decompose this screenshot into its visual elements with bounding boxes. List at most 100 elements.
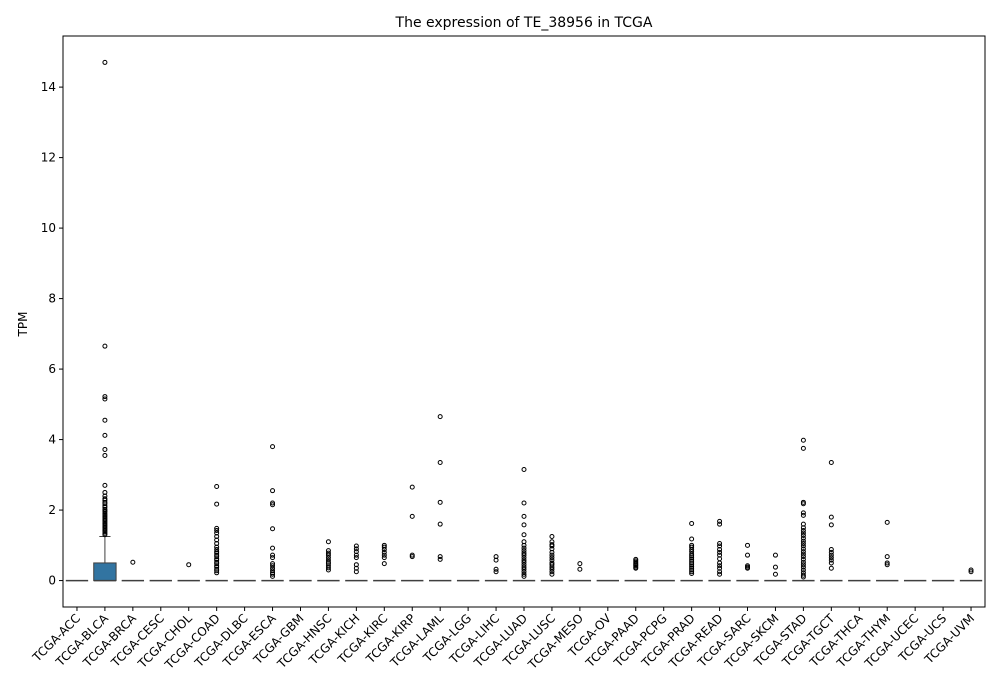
outlier-point	[521, 545, 527, 551]
outlier-point	[717, 571, 723, 577]
outlier-point	[800, 541, 806, 547]
outlier-point	[270, 571, 276, 577]
outlier-point	[270, 561, 276, 567]
outlier-point	[800, 445, 806, 451]
outlier-point	[968, 569, 974, 575]
outlier-point	[493, 557, 499, 563]
outlier-point	[325, 548, 331, 554]
box-tcga-brca	[121, 559, 145, 582]
outlier-point	[102, 59, 108, 65]
outlier-point	[186, 562, 192, 568]
outlier-point	[381, 544, 387, 550]
outlier-point	[521, 522, 527, 528]
outlier-point	[437, 554, 443, 560]
outlier-point	[270, 573, 276, 579]
outlier-point	[521, 555, 527, 561]
outlier-point	[521, 564, 527, 570]
box-tcga-esca	[261, 444, 284, 582]
outlier-point	[884, 562, 890, 568]
outlier-point	[828, 560, 834, 566]
y-tick-label: 10	[41, 221, 56, 235]
outlier-point	[717, 547, 723, 553]
outlier-point	[381, 547, 387, 553]
outlier-point	[102, 432, 108, 438]
outlier-point	[521, 557, 527, 563]
outlier-point	[800, 546, 806, 552]
x-axis-ticks: TCGA-ACCTCGA-BLCATCGA-BRCATCGA-CESCTCGA-…	[29, 607, 977, 672]
outlier-point	[717, 518, 723, 524]
outlier-point	[633, 565, 639, 571]
outlier-point	[800, 556, 806, 562]
outlier-point	[102, 452, 108, 458]
outlier-point	[521, 552, 527, 558]
chart-title: The expression of TE_38956 in TCGA	[395, 15, 653, 31]
outlier-point	[102, 532, 108, 538]
outlier-point	[549, 549, 555, 555]
outlier-point	[493, 569, 499, 575]
outlier-point	[521, 500, 527, 506]
box-tcga-hnsc	[317, 539, 340, 582]
outlier-point	[521, 566, 527, 572]
outlier-point	[521, 548, 527, 554]
outlier-point	[214, 570, 220, 576]
outlier-point	[745, 565, 751, 571]
outlier-point	[800, 562, 806, 568]
outlier-point	[689, 547, 695, 553]
box-tcga-lusc	[540, 534, 564, 582]
outlier-point	[270, 488, 276, 494]
outlier-point	[270, 500, 276, 506]
outlier-point	[214, 501, 220, 507]
outlier-point	[800, 532, 806, 538]
outlier-point	[549, 557, 555, 563]
outlier-point	[353, 543, 359, 549]
outlier-point	[549, 543, 555, 549]
box-tcga-prad	[680, 520, 703, 582]
outlier-point	[717, 569, 723, 575]
outlier-point	[325, 552, 331, 558]
y-tick-label: 8	[48, 292, 56, 306]
outlier-point	[381, 549, 387, 555]
outlier-point	[270, 526, 276, 532]
outlier-point	[689, 520, 695, 526]
outlier-point	[325, 567, 331, 573]
box-tcga-kirp	[401, 484, 424, 582]
outlier-point	[409, 484, 415, 490]
plot-area-frame	[62, 35, 986, 608]
outlier-point	[717, 521, 723, 527]
outlier-point	[689, 544, 695, 550]
outlier-point	[828, 552, 834, 558]
outlier-point	[353, 552, 359, 558]
outlier-point	[270, 444, 276, 450]
box-tcga-stad	[792, 437, 815, 582]
outlier-point	[717, 541, 723, 547]
outlier-point	[549, 562, 555, 568]
box-tcga-chol	[177, 562, 200, 582]
outlier-point	[437, 414, 443, 420]
outlier-point	[353, 546, 359, 552]
y-tick-label: 12	[41, 151, 56, 165]
outlier-point	[214, 544, 220, 550]
y-tick-label: 6	[48, 362, 56, 376]
outlier-point	[270, 552, 276, 558]
outlier-point	[521, 571, 527, 577]
y-tick-label: 0	[48, 574, 56, 588]
outlier-point	[800, 549, 806, 555]
outlier-point	[800, 567, 806, 573]
outlier-point	[437, 556, 443, 562]
outlier-point	[437, 521, 443, 527]
outlier-point	[800, 574, 806, 580]
outlier-point	[325, 555, 331, 561]
outlier-point	[800, 551, 806, 557]
outlier-point	[689, 569, 695, 575]
outlier-point	[800, 543, 806, 549]
box-tcga-luad	[512, 467, 536, 582]
box-tcga-lihc	[484, 554, 508, 582]
outlier-point	[717, 563, 723, 569]
outlier-point	[270, 563, 276, 569]
y-axis-label: TPM	[16, 312, 30, 338]
outlier-point	[745, 542, 751, 548]
outlier-point	[214, 568, 220, 574]
outlier-point	[214, 528, 220, 534]
outlier-point	[884, 554, 890, 560]
outlier-point	[828, 557, 834, 563]
